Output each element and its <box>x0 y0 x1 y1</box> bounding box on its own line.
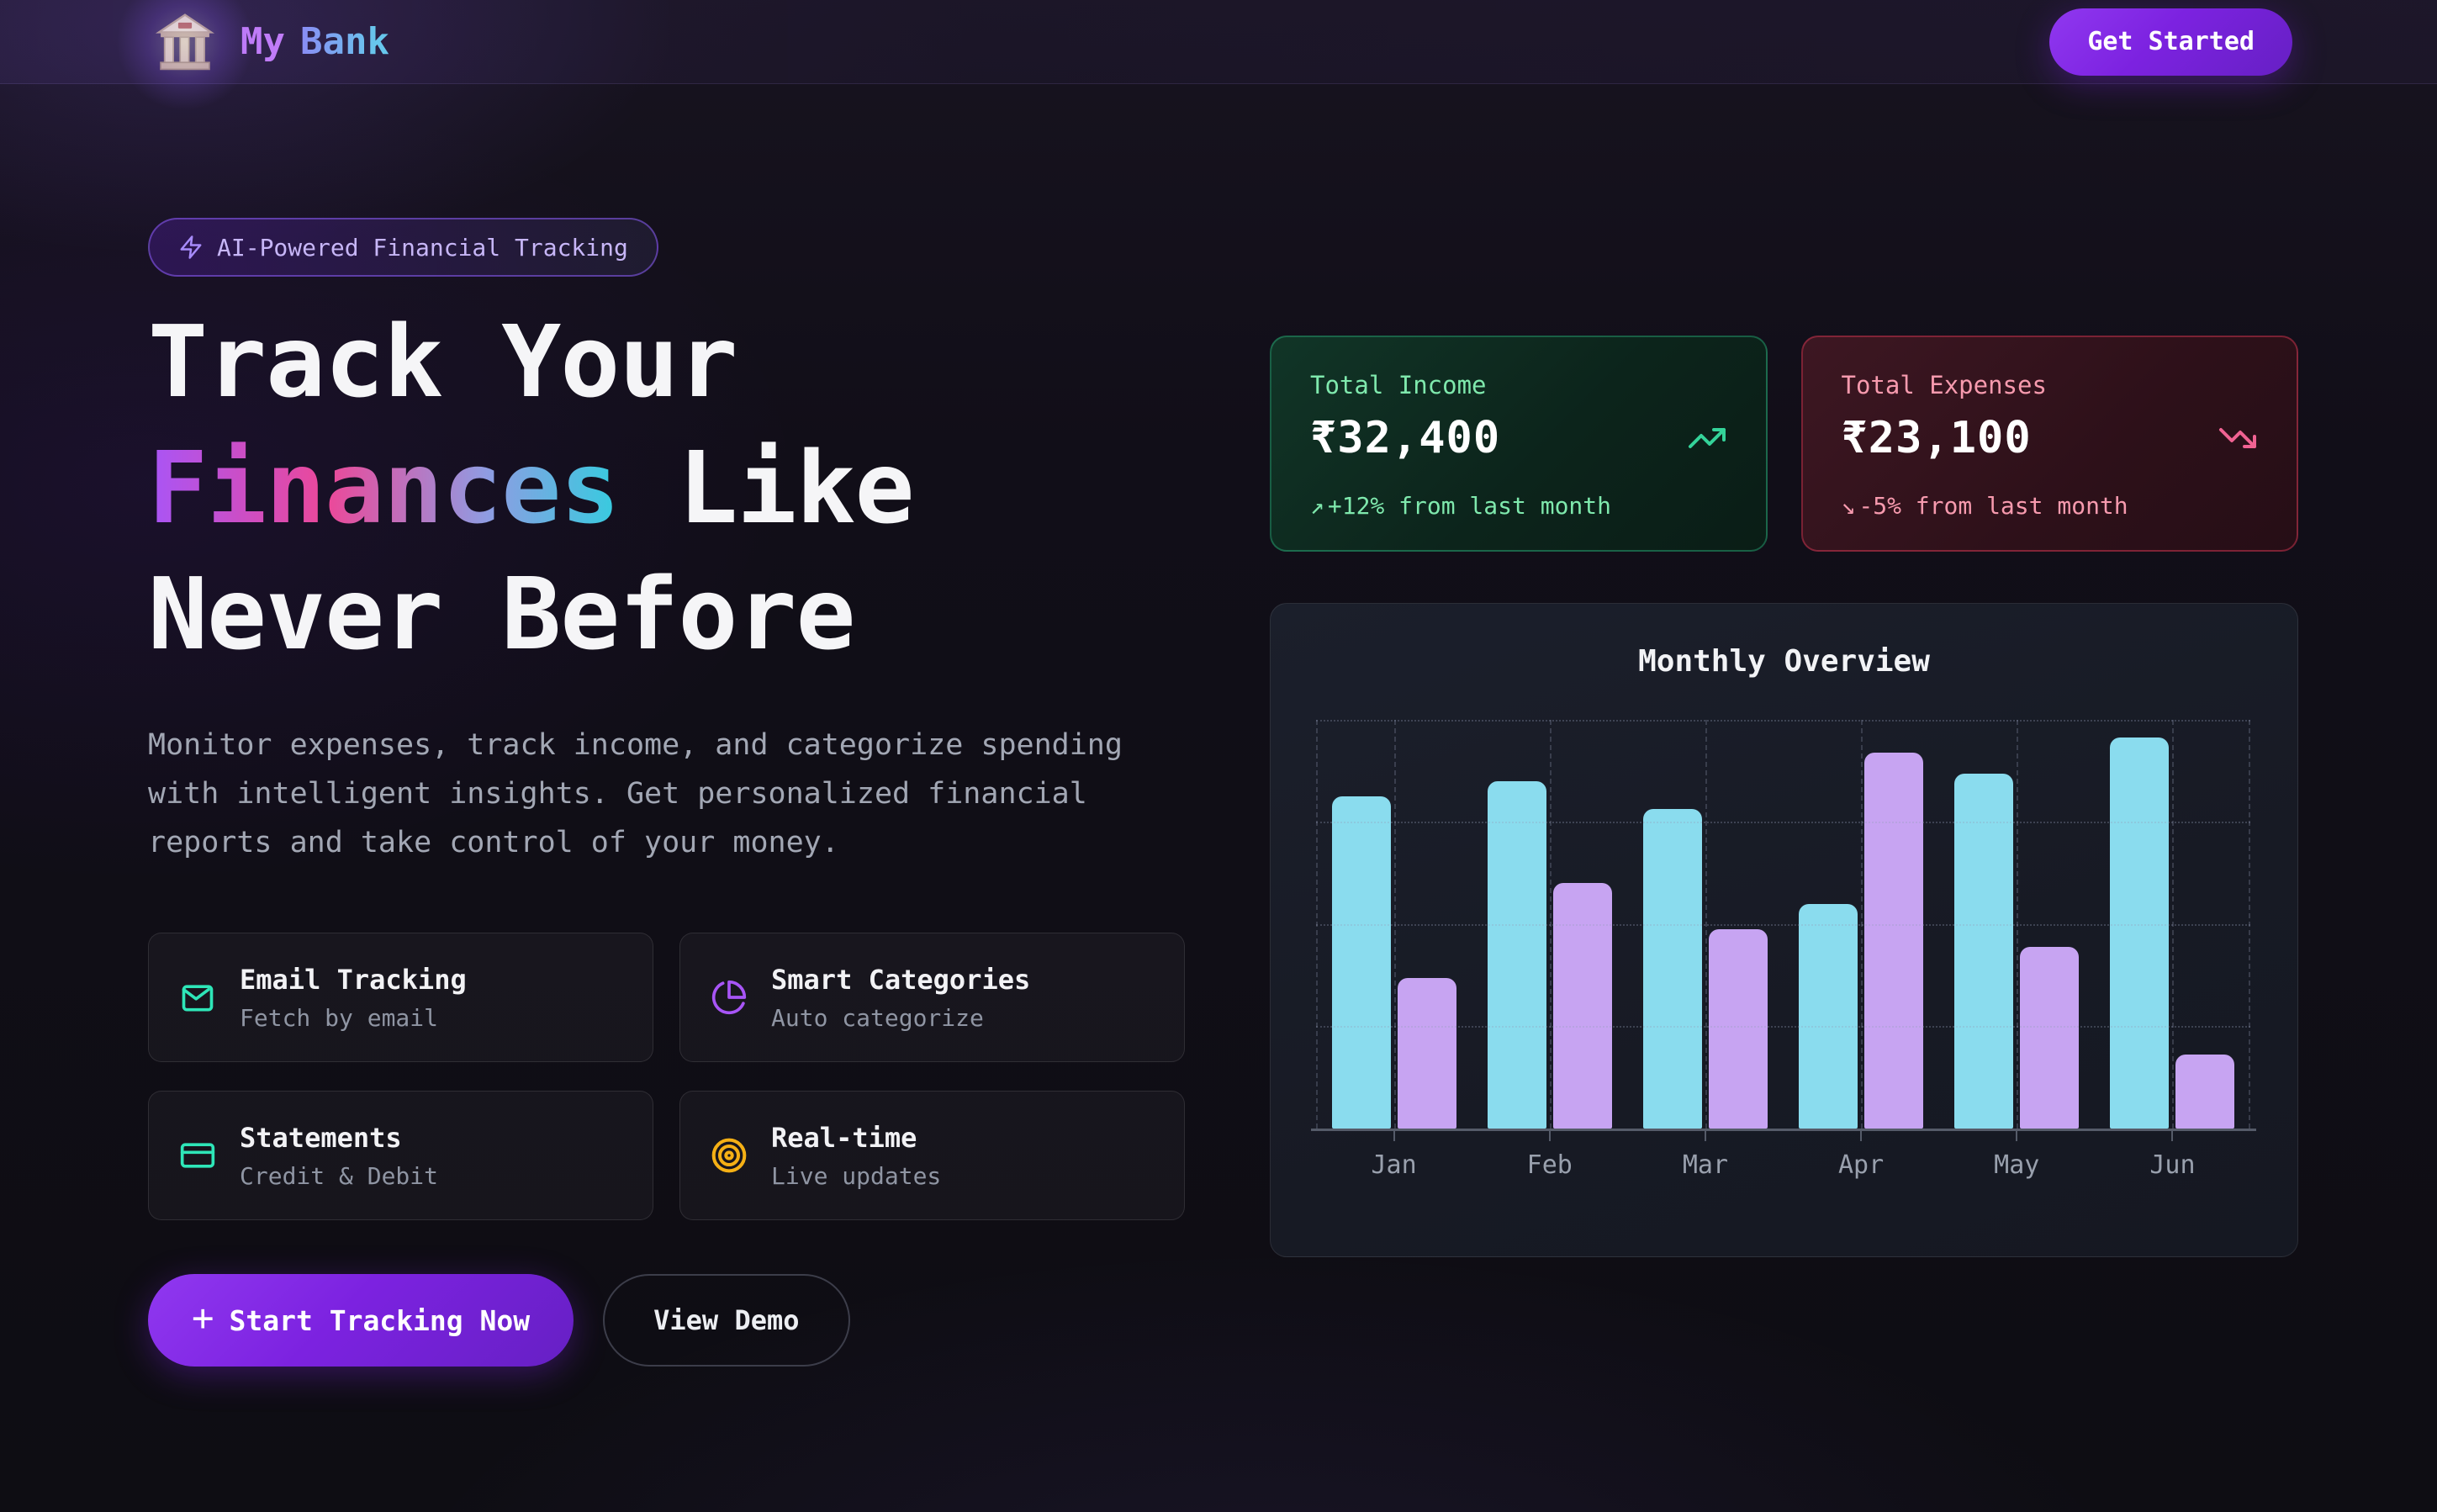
gridline-vertical <box>1394 720 1396 1129</box>
feature-grid: Email Tracking Fetch by email Smart Cate… <box>148 933 1191 1220</box>
axis-tick <box>1549 1131 1551 1141</box>
x-label-may: May <box>1994 1150 2040 1180</box>
total-income-card: Total Income ₹32,400 ↗ +12% from last mo… <box>1270 336 1768 552</box>
gridline-horizontal <box>1316 720 2250 722</box>
bar-income-may <box>1954 774 2013 1129</box>
feature-title: Real-time <box>771 1121 917 1154</box>
get-started-button[interactable]: Get Started <box>2049 8 2292 76</box>
bar-income-jan <box>1332 796 1391 1129</box>
total-expenses-card: Total Expenses ₹23,100 ↘ -5% from last m… <box>1800 336 2298 552</box>
hero-title: Track Your Finances Like Never Before <box>148 299 1191 677</box>
monthly-overview-chart: Monthly Overview Jan Feb Mar Apr May Jun <box>1270 603 2298 1257</box>
feature-card-real-time[interactable]: Real-time Live updates <box>679 1091 1185 1220</box>
feature-subtitle: Auto categorize <box>771 1003 984 1032</box>
gridline-vertical <box>2172 720 2174 1129</box>
x-label-jun: Jun <box>2149 1150 2196 1180</box>
gridline-vertical <box>1550 720 1552 1129</box>
expenses-label: Total Expenses <box>1841 371 2047 399</box>
hero-title-line2-rest: Like <box>619 430 914 546</box>
feature-title: Statements <box>240 1121 402 1154</box>
brand-name-first: My <box>241 20 285 63</box>
axis-tick <box>2171 1131 2173 1141</box>
feature-subtitle: Live updates <box>771 1161 942 1190</box>
income-amount: ₹32,400 <box>1310 413 1501 463</box>
hero-title-line3: Never Before <box>148 556 856 672</box>
income-label: Total Income <box>1310 371 1487 399</box>
stats-row: Total Income ₹32,400 ↗ +12% from last mo… <box>1270 336 2298 552</box>
hero-title-line1: Track Your <box>148 304 737 420</box>
bar-income-jun <box>2110 737 2169 1129</box>
view-demo-button[interactable]: View Demo <box>603 1274 850 1367</box>
zap-icon <box>178 235 204 260</box>
feature-title: Email Tracking <box>240 963 467 996</box>
bar-expenses-mar <box>1709 929 1768 1129</box>
bar-income-apr <box>1799 904 1858 1129</box>
brand[interactable]: My Bank <box>116 0 389 111</box>
income-trend: ↗ +12% from last month <box>1310 492 1727 520</box>
gridline-vertical <box>1861 720 1863 1129</box>
dashboard-preview: Total Income ₹32,400 ↗ +12% from last mo… <box>1270 336 2298 1257</box>
x-axis-labels: Jan Feb Mar Apr May Jun <box>1316 1150 2250 1180</box>
gridline-horizontal <box>1316 1026 2250 1028</box>
bar-expenses-jun <box>2175 1055 2234 1129</box>
gridline-vertical <box>1316 720 1318 1129</box>
start-tracking-button[interactable]: + Start Tracking Now <box>148 1274 574 1367</box>
trending-down-icon <box>2218 418 2258 458</box>
expenses-trend-text: -5% from last month <box>1858 492 2128 520</box>
bar-expenses-apr <box>1864 753 1923 1129</box>
ai-badge: AI-Powered Financial Tracking <box>148 218 658 277</box>
axis-tick <box>1860 1131 1862 1141</box>
bar-income-mar <box>1643 809 1702 1129</box>
x-label-feb: Feb <box>1526 1150 1573 1180</box>
gridline-horizontal <box>1316 822 2250 823</box>
feature-card-smart-categories[interactable]: Smart Categories Auto categorize <box>679 933 1185 1062</box>
navbar: My Bank Get Started <box>0 0 2437 111</box>
x-label-apr: Apr <box>1838 1150 1885 1180</box>
feature-title: Smart Categories <box>771 963 1031 996</box>
gridline-horizontal <box>1316 924 2250 926</box>
ai-badge-label: AI-Powered Financial Tracking <box>217 233 628 262</box>
gridline-vertical <box>2249 720 2250 1129</box>
cta-row: + Start Tracking Now View Demo <box>148 1274 1191 1367</box>
bar-expenses-feb <box>1553 883 1612 1129</box>
pie-chart-icon <box>711 979 748 1016</box>
bar-expenses-jan <box>1398 978 1456 1129</box>
target-icon <box>711 1137 748 1174</box>
start-tracking-label: Start Tracking Now <box>229 1303 531 1337</box>
hero-title-gradient-word: Finances <box>148 430 620 546</box>
x-label-mar: Mar <box>1682 1150 1729 1180</box>
axis-tick <box>1393 1131 1395 1141</box>
axis-tick <box>2016 1131 2017 1141</box>
brand-name: My Bank <box>241 20 389 63</box>
brand-name-second: Bank <box>299 20 389 63</box>
hero-section: AI-Powered Financial Tracking Track Your… <box>148 218 1191 1367</box>
x-axis <box>1311 1129 2256 1131</box>
income-trend-arrow: ↗ <box>1310 492 1324 520</box>
axis-tick <box>1705 1131 1706 1141</box>
income-trend-text: +12% from last month <box>1327 492 1612 520</box>
feature-card-email-tracking[interactable]: Email Tracking Fetch by email <box>148 933 653 1062</box>
hero-description: Monitor expenses, track income, and cate… <box>148 728 1123 859</box>
mail-icon <box>179 979 216 1016</box>
bar-income-feb <box>1488 781 1546 1129</box>
plus-icon: + <box>192 1297 214 1340</box>
expenses-trend-arrow: ↘ <box>1841 492 1856 520</box>
bank-logo-icon <box>116 0 254 111</box>
x-label-jan: Jan <box>1371 1150 1417 1180</box>
expenses-amount: ₹23,100 <box>1841 413 2032 463</box>
feature-subtitle: Fetch by email <box>240 1003 439 1032</box>
gridline-vertical <box>1705 720 1707 1129</box>
gridline-vertical <box>2017 720 2018 1129</box>
feature-card-statements[interactable]: Statements Credit & Debit <box>148 1091 653 1220</box>
bar-expenses-may <box>2020 947 2079 1129</box>
expenses-trend: ↘ -5% from last month <box>1842 492 2259 520</box>
chart-plot-area: Jan Feb Mar Apr May Jun <box>1311 720 2256 1180</box>
chart-title: Monthly Overview <box>1638 644 1930 679</box>
credit-card-icon <box>179 1137 216 1174</box>
feature-subtitle: Credit & Debit <box>240 1161 439 1190</box>
trending-up-icon <box>1687 418 1727 458</box>
